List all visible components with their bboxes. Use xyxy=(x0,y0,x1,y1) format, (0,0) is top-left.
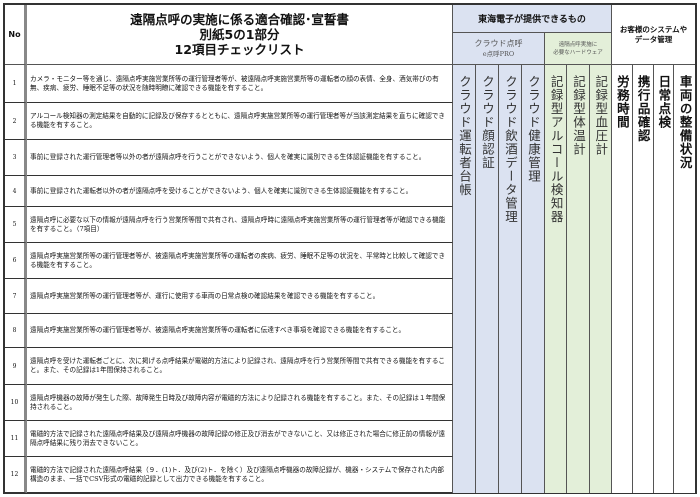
requirement-text: 遠隔点呼を受けた運転者ごとに、次に掲げる点呼結果が電磁的方法により記録され、遠隔… xyxy=(27,348,453,385)
row-number: 11 xyxy=(5,421,27,457)
customer-column: 労務時間 xyxy=(612,65,633,493)
cloud-column: クラウド顔認証 xyxy=(476,65,499,493)
cloud-group-line: クラウド点呼 xyxy=(474,38,523,48)
row-number: 5 xyxy=(5,207,27,243)
requirement-text: カメラ・モニター等を通じ、遠隔点呼実施営業所等の運行管理者等が、被遠隔点呼実施営… xyxy=(27,65,453,103)
hardware-column: 記録型体温計 xyxy=(567,65,590,493)
row-number: 1 xyxy=(5,65,27,103)
cloud-column: クラウド健康管理 xyxy=(522,65,545,493)
requirement-text: 事前に登録された運転者以外の者が遠隔点呼を受けることができないよう、個人を確実に… xyxy=(27,176,453,207)
title-line: 別紙5の1部分 xyxy=(199,27,280,42)
customer-group-line: データ管理 xyxy=(634,34,673,44)
customer-column: 車両の整備状況 xyxy=(674,65,695,493)
row-number: 9 xyxy=(5,348,27,385)
title-line: 12項目チェックリスト xyxy=(174,42,305,57)
provider-group-header: 東海電子が提供できるもの xyxy=(453,5,612,33)
requirement-text: 遠隔点呼実施営業所等の運行管理者等が、被遠隔点呼実施営業所等の運転者の疾病、疲労… xyxy=(27,243,453,279)
row-number: 2 xyxy=(5,103,27,140)
cloud-column-label: クラウド運転者台帳 xyxy=(457,75,472,197)
cloud-column: クラウド運転者台帳 xyxy=(453,65,476,493)
row-number: 10 xyxy=(5,385,27,421)
requirement-text: 電磁的方法で記録された遠隔点呼結果（９．(1)ト．及び(2)ト．を除く）及び遠隔… xyxy=(27,457,453,493)
no-column-header: No xyxy=(5,5,27,65)
cloud-column-label: クラウド飲酒データ管理 xyxy=(503,75,518,224)
row-number: 3 xyxy=(5,140,27,176)
hardware-column: 記録型血圧計 xyxy=(589,65,612,493)
customer-column: 日常点検 xyxy=(653,65,675,493)
hardware-group-line: 遠隔点呼実施に xyxy=(558,41,598,48)
row-number: 12 xyxy=(5,457,27,493)
row-number: 8 xyxy=(5,314,27,348)
cloud-column-label: クラウド顔認証 xyxy=(480,75,495,170)
requirement-text: 事前に登録された運行管理者等以外の者が遠隔点呼を行うことができないよう、個人を確… xyxy=(27,140,453,176)
customer-column-label: 労務時間 xyxy=(614,75,630,129)
cloud-column: クラウド飲酒データ管理 xyxy=(499,65,522,493)
row-number: 6 xyxy=(5,243,27,279)
row-number: 7 xyxy=(5,279,27,314)
requirement-text: 遠隔点呼機器の故障が発生した際、故障発生日時及び故障内容が電磁的方法により記録さ… xyxy=(27,385,453,421)
hardware-column-label: 記録型血圧計 xyxy=(593,75,609,156)
requirement-text: 遠隔点呼実施営業所等の運行管理者等が、被遠隔点呼実施営業所等の運転者に伝達すべき… xyxy=(27,314,453,348)
customer-column-label: 携行品確認 xyxy=(635,75,651,143)
customer-group-line: お客様のシステムや xyxy=(619,24,688,34)
hardware-column-label: 記録型体温計 xyxy=(570,75,586,156)
document-title: 遠隔点呼の実施に係る適合確認･宣誓書 別紙5の1部分 12項目チェックリスト xyxy=(27,5,453,65)
customer-column-label: 日常点検 xyxy=(656,75,672,129)
hardware-column: 記録型アルコール検知器 xyxy=(545,65,568,493)
hardware-group-line: 必要なハードウェア xyxy=(553,49,603,56)
requirement-text: 電磁的方法で記録された遠隔点呼結果及び遠隔点呼機器の故障記録の修正及び消去ができ… xyxy=(27,421,453,457)
hardware-group-header: 遠隔点呼実施に 必要なハードウェア xyxy=(545,33,612,65)
customer-group-header: お客様のシステムや データ管理 xyxy=(612,5,695,65)
cloud-column-label: クラウド健康管理 xyxy=(526,75,541,183)
requirement-text: 遠隔点呼実施営業所等の運行管理者等が、運行に使用する車両の日常点検の確認結果を確… xyxy=(27,279,453,314)
checklist-table xyxy=(3,3,697,494)
cloud-group-header: クラウド点呼 e点呼PRO xyxy=(453,33,545,65)
customer-column: 携行品確認 xyxy=(632,65,654,493)
row-number: 4 xyxy=(5,176,27,207)
cloud-group-line: e点呼PRO xyxy=(482,49,515,58)
requirement-text: アルコール検知器の測定結果を自動的に記録及び保存するとともに、遠隔点呼実施営業所… xyxy=(27,103,453,140)
title-line: 遠隔点呼の実施に係る適合確認･宣誓書 xyxy=(130,12,349,27)
customer-column-label: 車両の整備状況 xyxy=(677,75,693,170)
hardware-column-label: 記録型アルコール検知器 xyxy=(548,75,564,224)
requirement-text: 遠隔点呼に必要な以下の情報が遠隔点呼を行う営業所等間で共有され、遠隔点呼時に遠隔… xyxy=(27,207,453,243)
